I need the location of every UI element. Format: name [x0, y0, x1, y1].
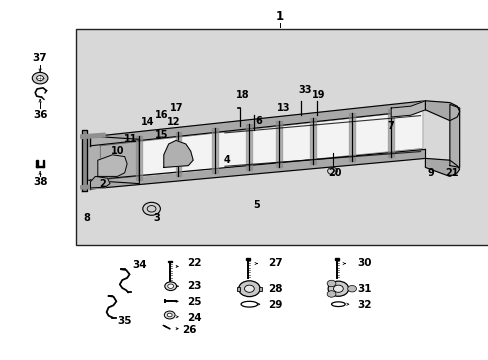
Circle shape [327, 281, 348, 296]
Text: 16: 16 [154, 110, 168, 120]
Circle shape [142, 202, 160, 215]
Polygon shape [36, 160, 38, 167]
Text: 20: 20 [327, 168, 341, 178]
Polygon shape [136, 136, 142, 180]
Text: 18: 18 [235, 90, 249, 100]
Polygon shape [175, 132, 181, 176]
Polygon shape [82, 130, 87, 191]
Text: 35: 35 [117, 316, 132, 326]
Circle shape [326, 280, 335, 287]
Text: 31: 31 [356, 284, 371, 294]
Circle shape [347, 285, 356, 292]
Text: 11: 11 [124, 134, 138, 144]
Text: 24: 24 [186, 312, 201, 323]
Text: 34: 34 [132, 260, 146, 270]
Polygon shape [81, 133, 105, 139]
Text: 6: 6 [255, 116, 262, 126]
Polygon shape [246, 125, 252, 170]
Circle shape [244, 285, 254, 292]
Polygon shape [168, 261, 172, 262]
Text: 37: 37 [33, 53, 47, 63]
Polygon shape [309, 118, 315, 164]
Text: 13: 13 [276, 103, 290, 113]
Bar [76, 29, 488, 245]
Polygon shape [348, 113, 354, 161]
Circle shape [164, 282, 176, 291]
Polygon shape [259, 287, 261, 291]
Text: 19: 19 [311, 90, 325, 100]
Text: 30: 30 [356, 258, 371, 268]
Polygon shape [90, 101, 425, 146]
Polygon shape [90, 149, 425, 189]
Circle shape [327, 167, 337, 175]
Text: 27: 27 [267, 258, 282, 268]
Polygon shape [81, 184, 105, 189]
Text: 21: 21 [445, 168, 458, 178]
Polygon shape [163, 140, 193, 167]
Polygon shape [246, 258, 250, 260]
Polygon shape [237, 287, 239, 291]
Circle shape [167, 313, 172, 317]
Circle shape [238, 281, 260, 297]
Text: 9: 9 [427, 168, 434, 178]
Text: 5: 5 [253, 200, 260, 210]
Circle shape [326, 291, 335, 297]
Polygon shape [85, 135, 139, 184]
Polygon shape [425, 101, 459, 121]
Text: 26: 26 [182, 325, 196, 336]
Text: 2: 2 [99, 179, 106, 189]
Polygon shape [425, 158, 459, 176]
Polygon shape [390, 101, 425, 117]
Text: 25: 25 [186, 297, 201, 307]
Text: 15: 15 [154, 130, 168, 140]
Circle shape [167, 284, 173, 288]
Polygon shape [335, 258, 339, 260]
Text: 28: 28 [267, 284, 282, 294]
Text: 17: 17 [170, 103, 183, 113]
Polygon shape [36, 166, 44, 167]
Text: 38: 38 [33, 177, 47, 187]
Text: 32: 32 [356, 300, 371, 310]
Polygon shape [42, 160, 44, 167]
Circle shape [333, 285, 343, 292]
Text: 10: 10 [110, 146, 124, 156]
Polygon shape [275, 121, 281, 167]
Text: 33: 33 [298, 85, 312, 95]
Text: 22: 22 [186, 258, 201, 268]
Circle shape [164, 311, 175, 319]
Text: 12: 12 [166, 117, 180, 127]
Polygon shape [449, 104, 459, 167]
Polygon shape [98, 155, 127, 176]
Circle shape [32, 72, 48, 84]
Text: 7: 7 [387, 121, 394, 131]
Polygon shape [90, 176, 110, 188]
Polygon shape [387, 109, 393, 157]
Text: 14: 14 [141, 117, 154, 127]
Text: 36: 36 [33, 110, 47, 120]
Text: 23: 23 [186, 281, 201, 291]
Text: 29: 29 [267, 300, 282, 310]
Circle shape [37, 76, 43, 81]
Text: 3: 3 [153, 213, 160, 223]
Text: 1: 1 [275, 10, 283, 23]
Text: 8: 8 [83, 213, 90, 223]
Text: 4: 4 [224, 155, 230, 165]
Polygon shape [212, 128, 218, 173]
Polygon shape [100, 111, 422, 180]
